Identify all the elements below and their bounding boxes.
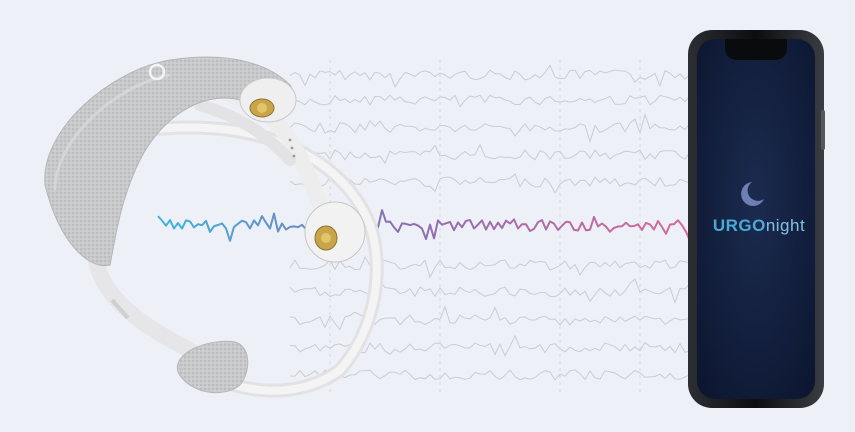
eeg-trace — [289, 173, 691, 194]
eeg-trace — [289, 278, 691, 305]
app-logo: URGOnight — [703, 216, 815, 236]
crescent-moon-icon — [741, 182, 764, 206]
phone-screen — [697, 39, 815, 399]
logo-brand-bold: URGO — [712, 216, 766, 235]
eeg-background-traces — [289, 64, 691, 381]
logo-brand-light: night — [765, 216, 806, 235]
eeg-trace — [289, 64, 691, 89]
eeg-trace — [289, 305, 691, 331]
phone-notch — [725, 39, 787, 60]
eeg-trace — [289, 256, 691, 279]
eeg-trace — [289, 143, 691, 165]
smartphone — [688, 30, 825, 408]
eeg-trace — [289, 94, 691, 108]
eeg-trace — [289, 113, 691, 144]
headband-device — [44, 56, 384, 398]
eeg-trace — [289, 369, 691, 381]
brainwave-signal — [157, 209, 691, 242]
